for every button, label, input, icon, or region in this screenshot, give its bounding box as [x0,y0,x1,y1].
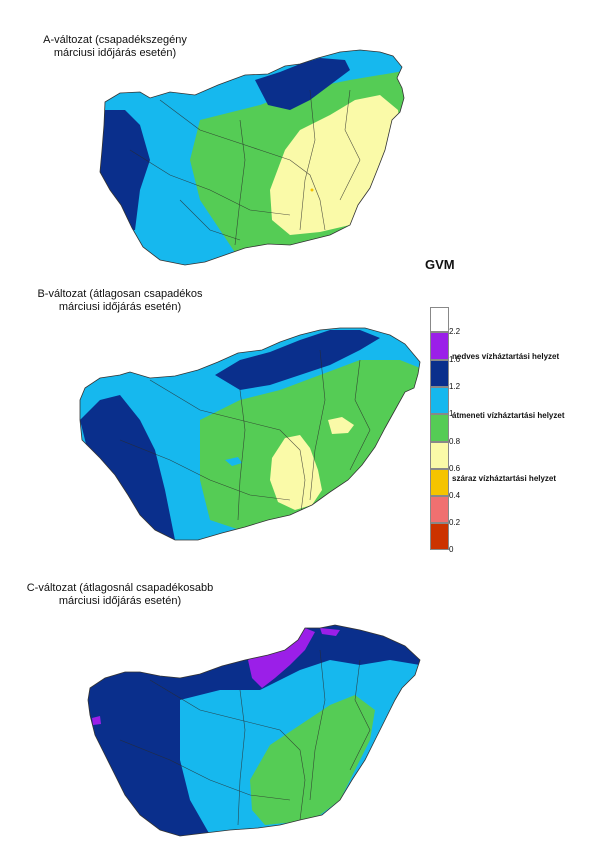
panel-b-title-line2: márciusi időjárás esetén) [58,301,182,313]
legend-swatch-1-2-1-6 [430,360,449,387]
legend-state-wet: nedves vízháztartási helyzet [452,352,560,361]
legend-swatch-0-4-0-6 [430,469,449,496]
panel-c-title-line2: márciusi időjárás esetén) [58,595,182,607]
map-panel-b [80,328,420,540]
zone-green [200,360,420,530]
legend-state-transition: átmeneti vízháztartási helyzet [452,411,565,420]
legend-tick-0: 0 [449,545,454,554]
zone-very-wet-west [92,716,101,725]
legend-tick-1-6: 1.6 [449,355,461,364]
zone-dry-yellow [270,95,400,235]
legend-swatch-gt-2-2 [430,307,449,332]
country-outline-b [79,327,421,541]
country-outline-a [99,49,405,266]
panel-c-title-line1: C-változat (átlagosnál csapadékosabb [26,582,214,594]
legend-tick-0-8: 0.8 [449,437,461,446]
legend-tick-0-2: 0.2 [449,518,461,527]
zone-wet-north [215,330,380,390]
panel-a-title-line1: A-változat (csapadékszegény [43,34,187,46]
zone-very-wet-north [248,628,315,688]
country-outline-c [87,624,421,837]
panel-b-title: B-változat (átlagosan csapadékos március… [20,288,220,314]
zone-transition-spot [225,457,242,466]
legend-swatch-1-6-2-2 [430,332,449,360]
zone-wet-north [255,58,350,110]
legend-title: GVM [425,257,455,272]
legend-swatch-0-8-1 [430,414,449,442]
legend-colorbar [430,307,450,550]
panel-a-title-line2: márciusi időjárás esetén) [53,47,177,59]
panel-c-title: C-változat (átlagosnál csapadékosabb már… [10,582,230,608]
legend-swatch-0-0-2 [430,523,449,550]
legend-state-dry: száraz vízháztartási helyzet [452,474,557,483]
map-panel-c [88,625,420,836]
zone-green [250,695,375,825]
legend-tick-0-4: 0.4 [449,491,461,500]
panel-a-title: A-változat (csapadékszegény márciusi idő… [20,34,210,60]
zone-dry-yellow [270,435,322,510]
legend-tick-1-2: 1.2 [449,382,461,391]
legend-tick-0-6: 0.6 [449,464,461,473]
legend-swatch-0-2-0-4 [430,496,449,523]
zone-wet-west [80,395,175,540]
zone-very-wet-spot [320,628,340,636]
legend-tick-2-2: 2.2 [449,327,461,336]
map-panel-a [100,50,404,265]
zone-dry-yellow-small [328,417,354,434]
legend-swatch-1-1-2 [430,387,449,414]
panel-b-title-line1: B-változat (átlagosan csapadékos [37,288,203,300]
legend-tick-1: 1 [449,409,454,418]
legend-swatch-0-6-0-8 [430,442,449,469]
